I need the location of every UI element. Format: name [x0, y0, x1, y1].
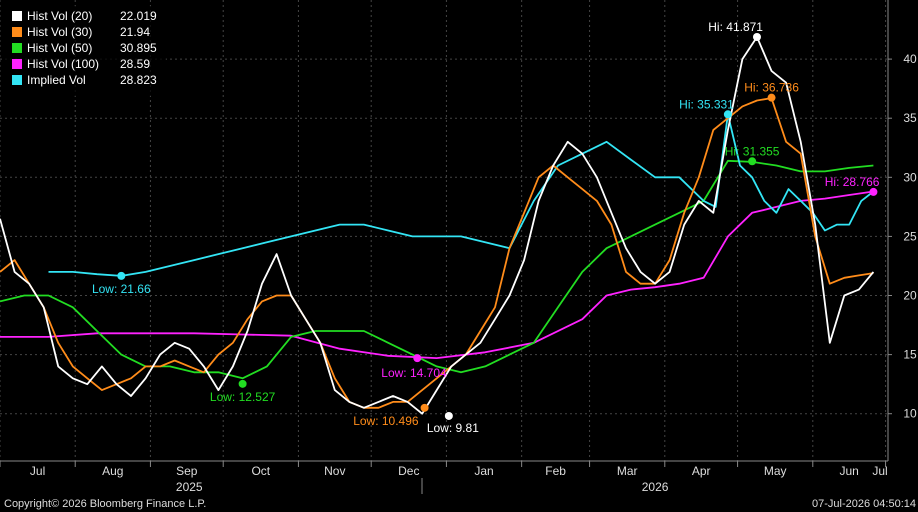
annotation-marker	[723, 110, 732, 119]
legend-swatch	[12, 11, 22, 21]
series-line-hist-vol-20	[0, 36, 875, 415]
annotation-label: Low: 9.81	[427, 421, 479, 435]
series-line-hist-vol-100	[0, 190, 874, 360]
y-tick-label: 25	[903, 229, 917, 243]
legend-series-name: Implied Vol	[27, 73, 86, 87]
legend-series-name: Hist Vol (100)	[27, 57, 99, 71]
legend-series-value: 21.94	[120, 25, 150, 39]
annotation-label: Low: 12.527	[210, 390, 276, 404]
legend-series-value: 30.895	[120, 41, 157, 55]
y-tick-label: 20	[903, 289, 917, 303]
x-tick-label: Feb	[545, 464, 566, 478]
annotation-label: Hi: 41.871	[708, 20, 763, 34]
y-axis: 10 15 20 25 30 35 40	[888, 52, 917, 421]
annotation-marker	[238, 379, 247, 388]
copyright-text: Copyright© 2026 Bloomberg Finance L.P.	[4, 498, 206, 510]
annotation-label: Hi: 36.736	[744, 81, 799, 95]
annotation-label: Hi: 31.355	[725, 144, 780, 158]
year-label: 2025	[176, 480, 203, 494]
timestamp-text: 07-Jul-2026 04:50:14	[812, 498, 916, 510]
legend: Hist Vol (20) 22.019 Hist Vol (30) 21.94 His…	[4, 6, 166, 96]
annotation-marker	[748, 157, 757, 166]
x-tick-label: Apr	[692, 464, 711, 478]
x-tick-label: Sep	[176, 464, 198, 478]
legend-series-value: 28.823	[120, 73, 157, 87]
legend-swatch	[12, 59, 22, 69]
x-tick-label: Nov	[324, 464, 345, 478]
annotation-marker	[117, 271, 126, 280]
x-tick-label: May	[764, 464, 787, 478]
year-label: 2026	[642, 480, 669, 494]
annotation-marker	[767, 93, 776, 102]
legend-swatch	[12, 27, 22, 37]
y-tick-label: 10	[903, 407, 917, 421]
x-tick-label: Dec	[398, 464, 419, 478]
annotation-marker	[869, 187, 878, 196]
annotation-marker	[444, 411, 453, 420]
annotation-markers: Hi: 41.871 Hi: 36.736 Hi: 35.331 Hi: 31.355…	[92, 20, 880, 435]
x-tick-label: Jul	[872, 464, 887, 478]
y-tick-label: 35	[903, 111, 917, 125]
x-tick-label: Aug	[102, 464, 123, 478]
legend-background	[4, 6, 166, 96]
x-tick-label: Jan	[474, 464, 493, 478]
legend-swatch	[12, 75, 22, 85]
legend-series-value: 22.019	[120, 9, 157, 23]
annotation-label: Low: 10.496	[353, 414, 419, 428]
x-axis: Jul Aug Sep Oct Nov Dec Jan Feb Mar Apr May Jun Jul 2…	[0, 461, 888, 494]
y-tick-label: 40	[903, 52, 917, 66]
x-tick-label: Oct	[251, 464, 270, 478]
y-tick-label: 30	[903, 170, 917, 184]
x-tick-label: Jun	[840, 464, 859, 478]
annotation-label: Low: 21.66	[92, 282, 151, 296]
x-tick-label: Mar	[617, 464, 638, 478]
legend-swatch	[12, 43, 22, 53]
y-tick-label: 15	[903, 348, 917, 362]
legend-series-name: Hist Vol (50)	[27, 41, 92, 55]
x-tick-label: Jul	[30, 464, 45, 478]
annotation-marker	[413, 354, 422, 363]
series-lines	[0, 36, 875, 415]
annotation-label: Hi: 35.331	[679, 97, 734, 111]
legend-series-name: Hist Vol (20)	[27, 9, 92, 23]
annotation-marker	[752, 32, 761, 41]
annotation-label: Low: 14.704	[381, 366, 447, 380]
legend-series-value: 28.59	[120, 57, 150, 71]
legend-series-name: Hist Vol (30)	[27, 25, 92, 39]
annotation-marker	[420, 403, 429, 412]
annotation-label: Hi: 28.766	[825, 175, 880, 189]
